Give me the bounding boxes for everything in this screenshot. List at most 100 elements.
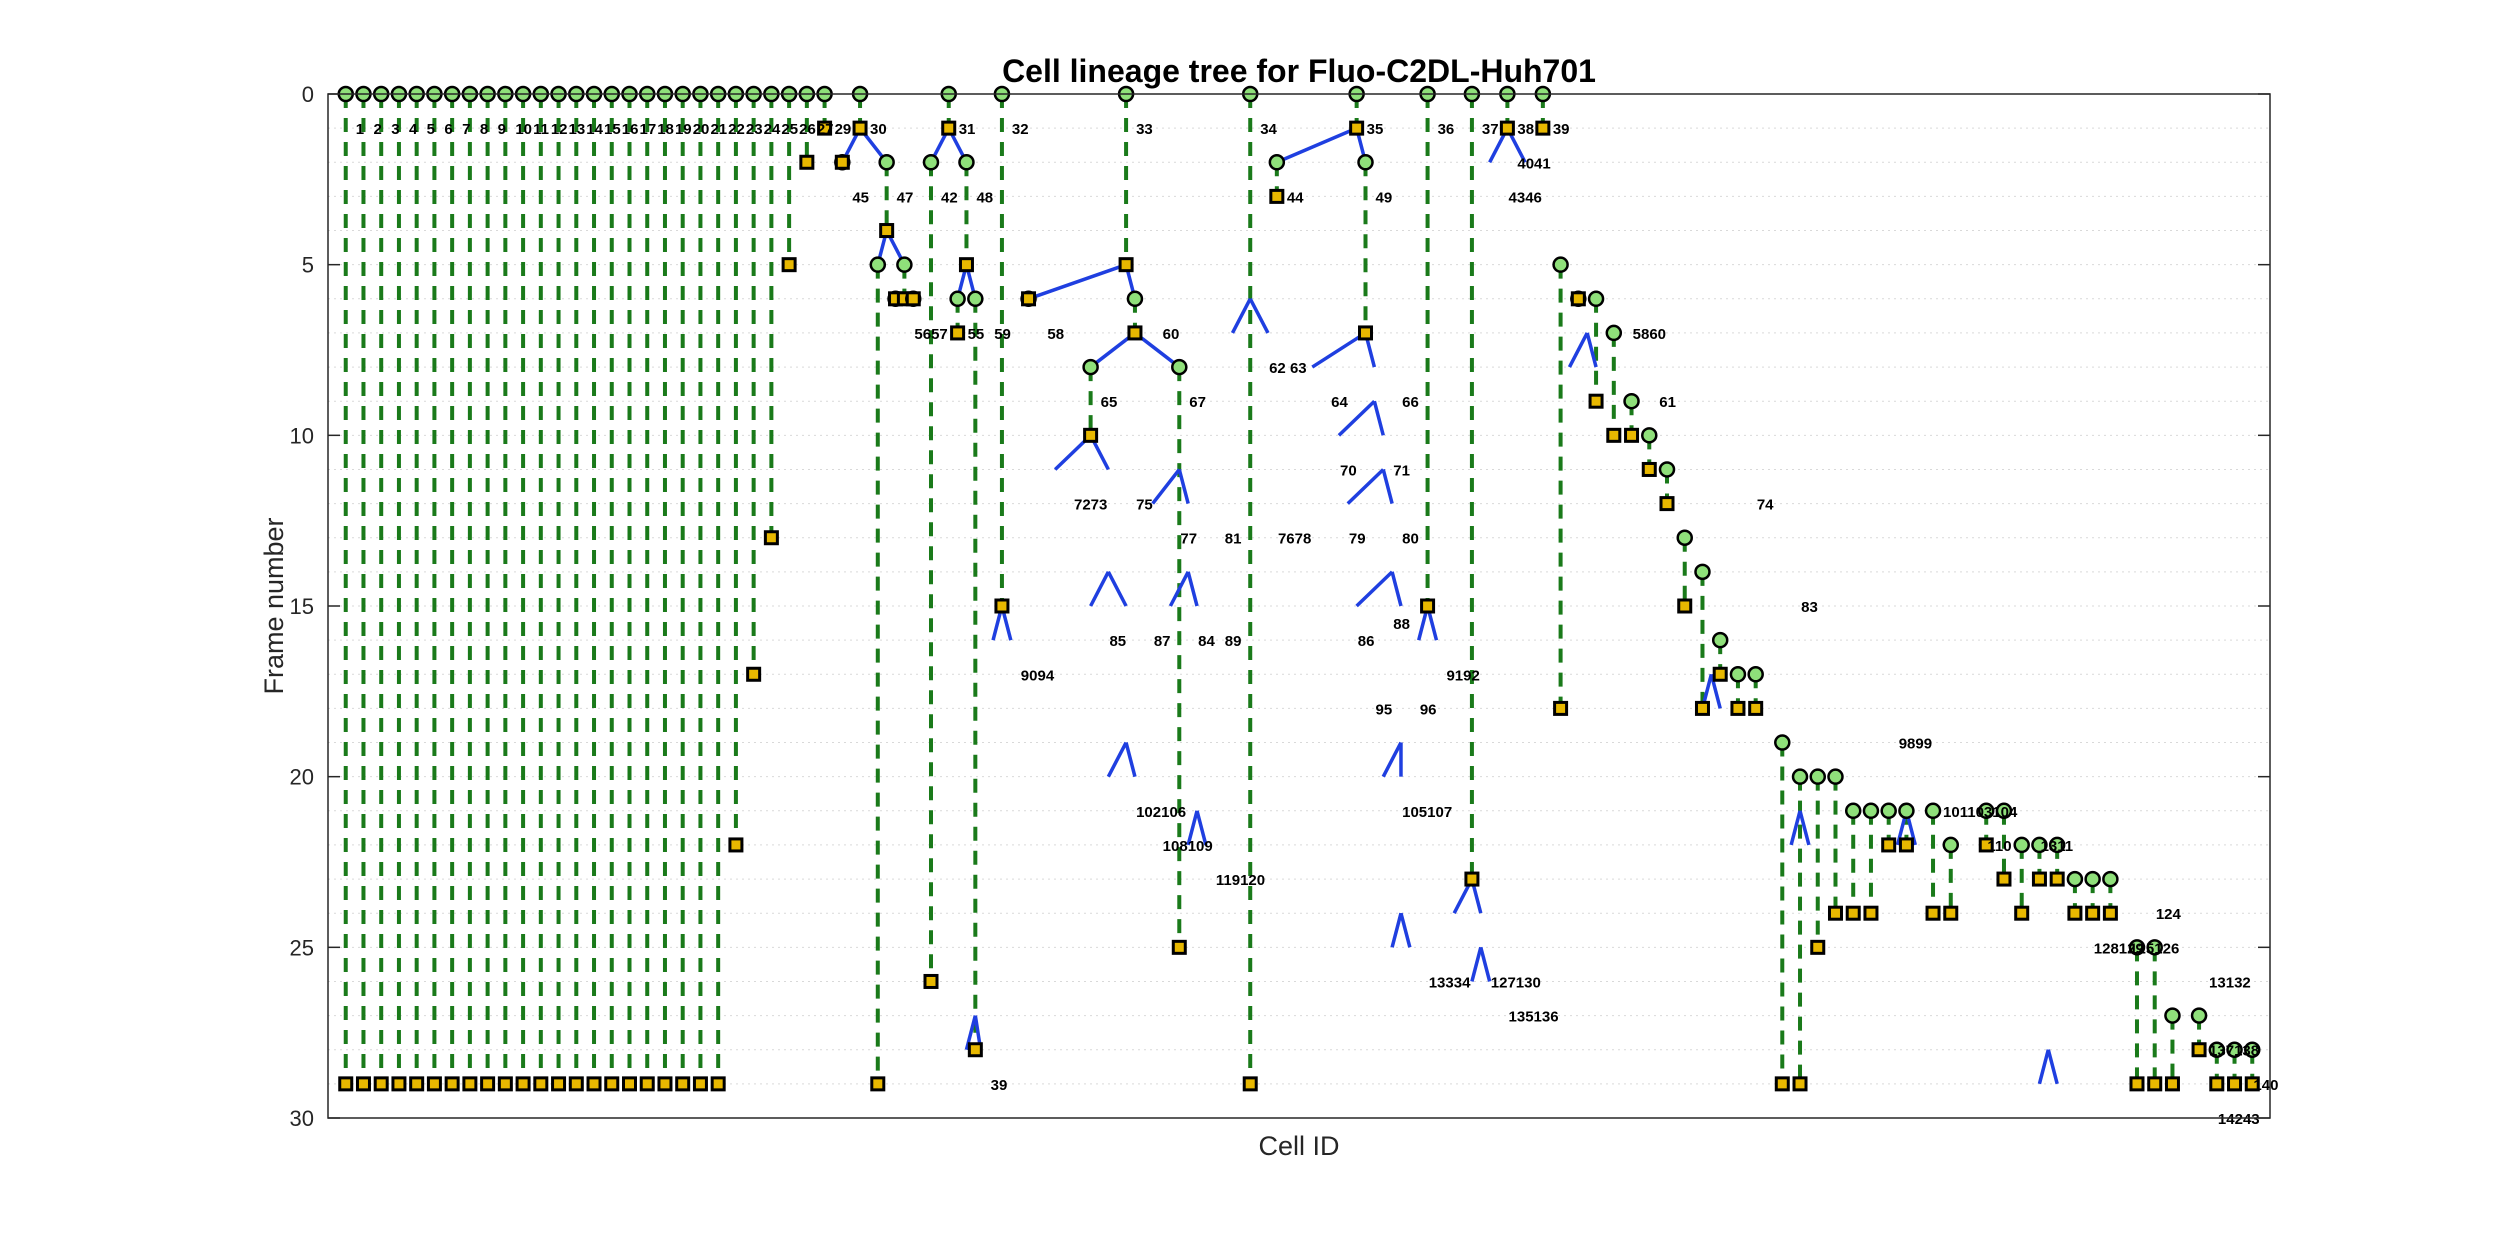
cell-id-label: 58 xyxy=(1047,326,1064,343)
cell-id-label: 96 xyxy=(1420,701,1437,718)
cell-id-label: 7273 xyxy=(1074,497,1107,514)
cell-id-label: 25 xyxy=(781,121,798,138)
track-start-marker xyxy=(2031,836,2048,854)
cell-id-label: 33 xyxy=(1136,121,1153,138)
y-tick-label: 0 xyxy=(302,82,314,107)
cell-id-label: 60 xyxy=(1163,326,1180,343)
division-branch xyxy=(1311,331,1367,369)
track-end-marker xyxy=(994,598,1010,614)
track-start-marker xyxy=(2048,836,2066,854)
track-start-marker xyxy=(922,154,940,171)
cell-id-label: 7678 xyxy=(1278,531,1311,548)
cell-id-label: 24 xyxy=(764,121,781,138)
division-branch xyxy=(1230,297,1252,334)
cell-id-label: 32 xyxy=(1012,121,1029,138)
cell-id-label: 21 xyxy=(710,121,727,138)
cell-id-label: 83 xyxy=(1801,599,1818,616)
cell-id-label: 49 xyxy=(1376,189,1393,206)
division-branch xyxy=(1390,571,1403,607)
track-end-marker xyxy=(763,530,779,546)
division-branch xyxy=(2037,1049,2051,1085)
cell-id-label: 125126 xyxy=(2129,940,2179,957)
cell-id-label: 12 xyxy=(551,121,568,138)
track-end-marker xyxy=(1774,1076,1790,1092)
cell-id-label: 74 xyxy=(1757,497,1774,514)
division-branch xyxy=(1276,126,1358,164)
track-end-marker xyxy=(879,223,895,239)
track-end-marker xyxy=(728,837,744,853)
track-end-marker xyxy=(1792,1076,1808,1092)
track-start-marker xyxy=(2128,939,2146,956)
cell-id-label: 110 xyxy=(1987,838,2011,855)
cell-id-label: 85 xyxy=(1109,633,1126,650)
cell-id-label: 18 xyxy=(657,121,674,138)
track-end-marker xyxy=(1943,905,1959,921)
cell-id-label: 37 xyxy=(1482,121,1499,138)
track-start-marker xyxy=(896,256,913,273)
track-start-marker xyxy=(958,154,975,171)
track-start-marker xyxy=(869,256,887,273)
track-end-marker xyxy=(2227,1076,2243,1092)
track-end-marker xyxy=(1535,120,1551,136)
track-end-marker xyxy=(1827,905,1843,921)
track-end-marker xyxy=(515,1076,531,1092)
track-start-marker xyxy=(1942,836,1960,854)
track-end-marker xyxy=(1553,700,1569,716)
cell-id-label: 45 xyxy=(852,189,869,206)
track-end-marker xyxy=(1712,666,1728,682)
track-start-marker xyxy=(949,290,966,308)
cell-id-label: 137138 xyxy=(2209,1043,2259,1060)
cell-id-label: 70 xyxy=(1340,462,1357,479)
cell-id-label: 86 xyxy=(1358,633,1375,650)
track-end-marker xyxy=(1570,291,1586,307)
track-end-marker xyxy=(950,325,966,341)
track-start-marker xyxy=(2146,939,2163,956)
track-end-marker xyxy=(391,1076,407,1092)
track-end-marker xyxy=(958,257,974,273)
cell-id-label: 84 xyxy=(1198,633,1215,650)
cell-id-label: 81 xyxy=(1225,531,1242,548)
track-start-marker xyxy=(2164,1007,2181,1024)
track-end-marker xyxy=(1624,427,1640,443)
track-end-marker xyxy=(604,1076,620,1092)
division-branch xyxy=(1346,468,1385,505)
track-end-marker xyxy=(2164,1076,2180,1092)
cell-id-label: 5 xyxy=(427,121,435,138)
track-end-marker xyxy=(2129,1076,2145,1092)
chart-title: Cell lineage tree for Fluo-C2DL-Huh701 xyxy=(1002,53,1596,89)
y-tick-label: 5 xyxy=(302,253,314,278)
cell-id-label: 65 xyxy=(1101,394,1118,411)
track-end-marker xyxy=(1358,325,1374,341)
track-start-marker xyxy=(1658,461,1676,478)
track-start-marker xyxy=(1995,802,2013,820)
cell-id-label: 61 xyxy=(1659,394,1676,411)
cell-id-label: 9899 xyxy=(1899,736,1932,753)
cell-id-label: 4346 xyxy=(1509,189,1542,206)
cell-id-label: 88 xyxy=(1393,616,1410,633)
cell-id-label: 124 xyxy=(2156,906,2182,923)
track-end-marker xyxy=(1083,427,1099,443)
cell-id-label: 102106 xyxy=(1136,804,1186,821)
cell-id-label: 44 xyxy=(1287,189,1304,206)
division-branch xyxy=(1585,332,1598,368)
track-start-marker xyxy=(1977,802,1995,820)
track-end-marker xyxy=(2147,1076,2163,1092)
cell-id-label: 1 xyxy=(356,121,364,138)
division-branch xyxy=(1399,912,1412,948)
cell-id-label: 87 xyxy=(1154,633,1171,650)
track-end-marker xyxy=(462,1076,478,1092)
tracks-layer xyxy=(343,94,2255,1084)
y-tick-label: 30 xyxy=(290,1106,314,1131)
track-start-marker xyxy=(1924,802,1942,820)
division-branch xyxy=(1089,571,1110,607)
track-end-marker xyxy=(1118,257,1134,273)
cell-id-label: 39 xyxy=(991,1077,1008,1094)
track-start-marker xyxy=(1171,358,1188,376)
cell-id-label: 4 xyxy=(409,121,418,138)
cell-id-label: 66 xyxy=(1402,394,1419,411)
cell-id-label: 3 xyxy=(391,121,399,138)
y-tick-label: 10 xyxy=(290,423,314,448)
track-start-marker xyxy=(1862,802,1880,820)
division-branch xyxy=(1381,741,1403,778)
